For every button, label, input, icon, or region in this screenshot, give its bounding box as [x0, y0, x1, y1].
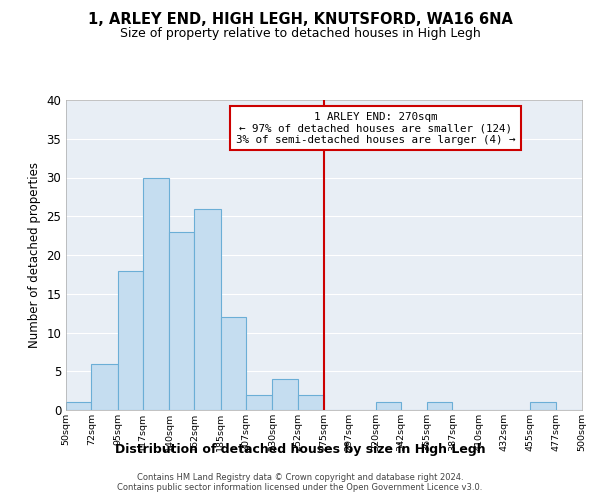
Text: 1, ARLEY END, HIGH LEGH, KNUTSFORD, WA16 6NA: 1, ARLEY END, HIGH LEGH, KNUTSFORD, WA16… [88, 12, 512, 28]
Bar [376, 402, 401, 410]
Bar [143, 178, 169, 410]
Bar [118, 270, 143, 410]
Bar [298, 394, 324, 410]
Bar [91, 364, 118, 410]
Text: 1 ARLEY END: 270sqm
← 97% of detached houses are smaller (124)
3% of semi-detach: 1 ARLEY END: 270sqm ← 97% of detached ho… [236, 112, 515, 145]
Text: Contains HM Land Registry data © Crown copyright and database right 2024.
Contai: Contains HM Land Registry data © Crown c… [118, 472, 482, 492]
Y-axis label: Number of detached properties: Number of detached properties [28, 162, 41, 348]
Text: Size of property relative to detached houses in High Legh: Size of property relative to detached ho… [119, 28, 481, 40]
Text: Distribution of detached houses by size in High Legh: Distribution of detached houses by size … [115, 442, 485, 456]
Bar [169, 232, 194, 410]
Bar [194, 208, 221, 410]
Bar [427, 402, 452, 410]
Bar [221, 317, 246, 410]
Bar [246, 394, 272, 410]
Bar [272, 379, 298, 410]
Bar [530, 402, 556, 410]
Bar [66, 402, 91, 410]
